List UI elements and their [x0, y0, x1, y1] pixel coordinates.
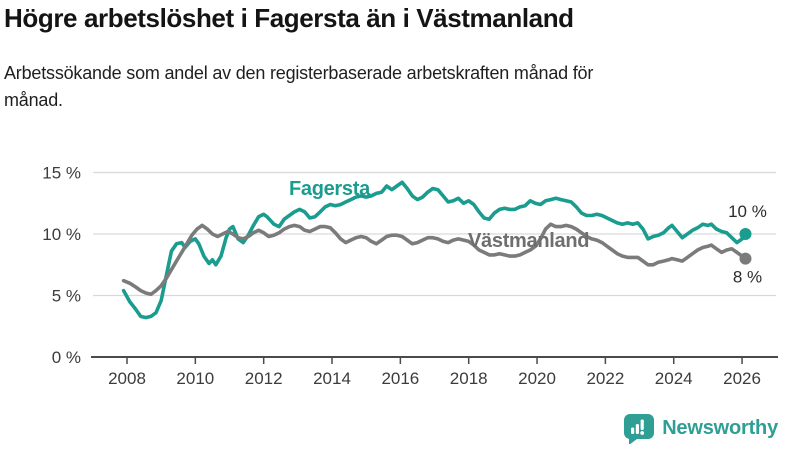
newsworthy-brand-link[interactable]: Newsworthy	[623, 413, 778, 444]
västmanland-line	[121, 222, 748, 297]
västmanland-value-label: 8 %	[733, 268, 762, 287]
fagersta-end-dot	[739, 228, 752, 240]
newsworthy-logo-icon	[624, 414, 655, 444]
x-tick-label-2010: 2010	[176, 369, 214, 388]
exclamation-bar	[640, 419, 644, 430]
bar-tall	[635, 424, 640, 434]
x-tick-label-2012: 2012	[245, 369, 283, 388]
västmanland-series-label: Västmanland	[468, 230, 589, 252]
x-tick-label-2016: 2016	[381, 369, 419, 388]
brand-wordmark: Newsworthy	[662, 417, 778, 439]
x-tick-label-2022: 2022	[586, 369, 624, 388]
y-tick-label-10: 10 %	[42, 225, 81, 244]
bar-short	[631, 427, 635, 434]
x-tick-label-2026: 2026	[723, 369, 761, 388]
x-tick-label-2014: 2014	[313, 369, 351, 388]
chart-subtitle: Arbetssökande som andel av den registerb…	[4, 63, 594, 110]
fagersta-value-label: 10 %	[728, 202, 767, 221]
y-tick-label-15: 15 %	[42, 164, 81, 183]
västmanland-end-dot	[739, 252, 752, 265]
x-tick-label-2008: 2008	[108, 369, 146, 388]
fagersta-series-label: Fagersta	[289, 178, 371, 200]
x-tick-label-2018: 2018	[450, 369, 488, 388]
y-tick-label-0: 0 %	[52, 348, 81, 367]
page-title: Högre arbetslöshet i Fagersta än i Västm…	[4, 3, 574, 33]
x-tick-label-2020: 2020	[518, 369, 556, 388]
fagersta-line	[121, 180, 748, 320]
y-tick-label-5: 5 %	[52, 287, 81, 306]
x-tick-label-2024: 2024	[655, 369, 693, 388]
exclamation-dot	[640, 431, 645, 435]
